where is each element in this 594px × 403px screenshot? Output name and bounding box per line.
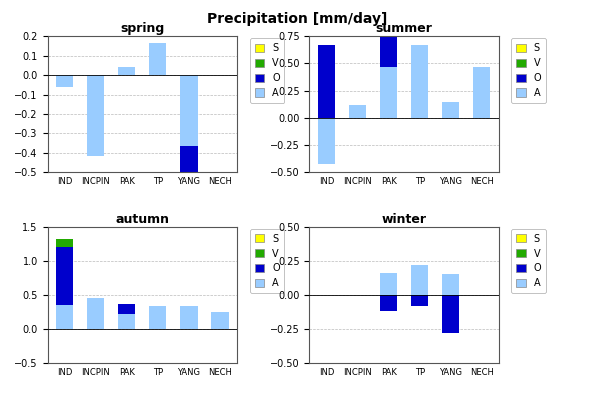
Bar [211, 312, 229, 329]
Bar [411, 295, 428, 305]
Bar [411, 45, 428, 118]
Bar [380, 295, 397, 311]
Bar [181, 146, 198, 172]
Legend: S, V, O, A: S, V, O, A [511, 229, 546, 293]
Bar [318, 118, 335, 164]
Bar [442, 295, 459, 333]
Text: Precipitation [mm/day]: Precipitation [mm/day] [207, 12, 387, 26]
Bar [118, 67, 135, 75]
Title: summer: summer [375, 22, 432, 35]
Bar [181, 75, 198, 146]
Bar [442, 102, 459, 118]
Bar [149, 43, 166, 75]
Bar [411, 265, 428, 295]
Title: autumn: autumn [115, 212, 169, 226]
Bar [318, 45, 335, 118]
Bar [380, 273, 397, 295]
Title: spring: spring [120, 22, 165, 35]
Bar [87, 298, 105, 329]
Bar [349, 105, 366, 118]
Bar [56, 75, 73, 87]
Bar [87, 75, 105, 156]
Legend: S, V, O, A: S, V, O, A [249, 38, 285, 103]
Bar [380, 67, 397, 118]
Title: winter: winter [381, 212, 426, 226]
Legend: S, V, O, A: S, V, O, A [249, 229, 285, 293]
Bar [442, 274, 459, 295]
Bar [118, 304, 135, 314]
Bar [118, 314, 135, 329]
Bar [149, 306, 166, 329]
Bar [56, 239, 73, 247]
Legend: S, V, O, A: S, V, O, A [511, 38, 546, 103]
Bar [473, 67, 490, 118]
Bar [56, 247, 73, 305]
Bar [56, 305, 73, 329]
Bar [380, 0, 397, 67]
Bar [181, 306, 198, 329]
